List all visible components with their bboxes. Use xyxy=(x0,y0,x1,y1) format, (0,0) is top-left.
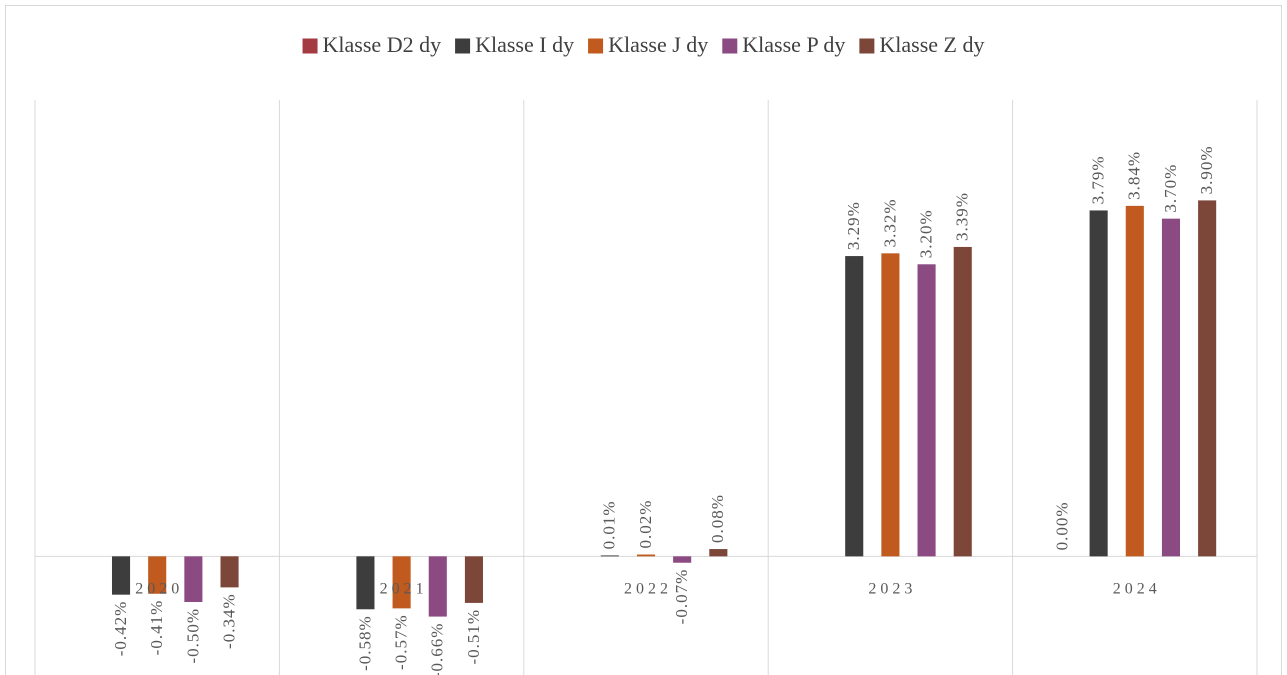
value-label: -0.66% xyxy=(428,623,447,675)
value-label: 0.08% xyxy=(708,494,727,543)
legend-label: Klasse Z dy xyxy=(879,32,984,57)
bar xyxy=(1161,218,1181,557)
value-label: 3.79% xyxy=(1089,156,1108,205)
bar xyxy=(881,253,900,557)
x-tick-label: 2020 xyxy=(135,581,183,598)
x-tick-label: 2021 xyxy=(380,581,428,598)
bar xyxy=(111,556,131,595)
bar xyxy=(428,556,447,617)
legend-item: Klasse I dy xyxy=(455,32,574,57)
bar xyxy=(1198,200,1217,557)
value-label: -0.50% xyxy=(183,608,202,664)
bar xyxy=(356,556,375,610)
value-label: 0.00% xyxy=(1052,501,1071,550)
value-label: -0.34% xyxy=(219,593,238,649)
bar xyxy=(148,556,167,594)
bar xyxy=(220,556,239,588)
value-label: 3.84% xyxy=(1125,151,1144,200)
legend-swatch xyxy=(302,38,318,54)
bar xyxy=(392,556,411,609)
bar xyxy=(184,556,203,602)
x-tick-label: 2022 xyxy=(624,581,672,598)
bar xyxy=(917,264,936,557)
bar xyxy=(953,246,972,557)
value-label: -0.57% xyxy=(392,614,411,670)
legend-item: Klasse J dy xyxy=(588,32,708,57)
bar xyxy=(709,549,728,557)
value-label: -0.51% xyxy=(464,609,483,665)
value-label: 3.90% xyxy=(1197,145,1216,194)
chart-border xyxy=(5,5,1282,675)
legend-label: Klasse D2 dy xyxy=(323,32,442,57)
value-label: -0.42% xyxy=(111,601,130,657)
legend-swatch xyxy=(722,38,738,54)
bar xyxy=(673,556,692,563)
value-label: -0.41% xyxy=(147,600,166,656)
legend-item: Klasse D2 dy xyxy=(302,32,442,57)
legend-item: Klasse P dy xyxy=(722,32,845,57)
legend-swatch xyxy=(859,38,875,54)
legend-label: Klasse J dy xyxy=(608,32,708,57)
value-label: 0.01% xyxy=(600,501,619,550)
value-label: 3.29% xyxy=(844,201,863,250)
value-label: 3.20% xyxy=(916,209,935,258)
legend-swatch xyxy=(455,38,471,54)
legend-label: Klasse I dy xyxy=(475,32,574,57)
x-tick-label: 2023 xyxy=(868,581,916,598)
value-label: 3.32% xyxy=(880,198,899,247)
bar xyxy=(1125,205,1144,557)
bar xyxy=(1089,210,1108,557)
legend-swatch xyxy=(588,38,604,54)
legend-item: Klasse Z dy xyxy=(859,32,984,57)
value-label: -0.07% xyxy=(672,569,691,625)
value-label: 3.70% xyxy=(1161,164,1180,213)
value-label: -0.58% xyxy=(355,615,374,671)
value-label: 0.02% xyxy=(636,500,655,549)
bar xyxy=(464,556,483,603)
value-label: 3.39% xyxy=(953,192,972,241)
bar xyxy=(600,555,619,557)
bar xyxy=(845,256,864,557)
x-tick-label: 2024 xyxy=(1113,581,1161,598)
bar xyxy=(636,554,656,557)
legend-label: Klasse P dy xyxy=(742,32,845,57)
